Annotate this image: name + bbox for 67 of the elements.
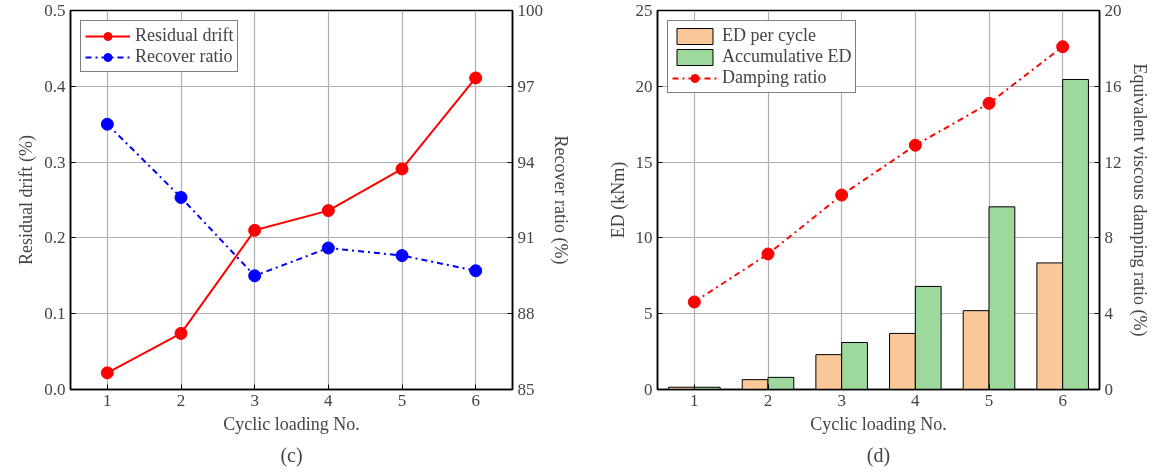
point (687, 295, 701, 309)
x-tick-label: 6 (1058, 390, 1067, 410)
point (982, 96, 996, 110)
y-tick-label: 0.2 (44, 228, 66, 248)
point (321, 204, 335, 218)
y-tick-label: 20 (635, 76, 653, 96)
y-tick-label: 0.1 (44, 304, 66, 324)
point (174, 326, 188, 340)
x-tick-label: 4 (911, 390, 921, 410)
y-tick-label: 0.0 (44, 380, 66, 399)
y2-tick-label: 0 (1104, 380, 1113, 399)
x-tick-label: 1 (103, 390, 112, 410)
x-axis-title: Cyclic loading No. (223, 413, 360, 434)
point (100, 117, 114, 131)
y-tick-label: 15 (635, 152, 653, 172)
legend-label: Accumulative ED (722, 46, 852, 67)
point (1056, 40, 1070, 54)
y-tick-label: 0.4 (44, 76, 66, 96)
y2-axis-title: Recover ratio (%) (550, 135, 571, 265)
y2-tick-label: 100 (517, 1, 543, 20)
x-tick-label: 6 (471, 390, 480, 410)
x-tick-label: 5 (984, 390, 994, 410)
y-tick-label: 0 (644, 380, 653, 399)
text: (d) (866, 443, 891, 467)
legend-label: Residual drift (135, 25, 234, 46)
legend-label: ED per cycle (722, 25, 816, 46)
point (761, 247, 775, 261)
y2-tick-label: 85 (517, 380, 535, 399)
x-tick-label: 2 (763, 390, 773, 410)
y2-tick-label: 16 (1104, 76, 1122, 96)
y-tick-label: 10 (635, 228, 653, 248)
x-tick-label: 3 (250, 390, 259, 410)
legend-label: Recover ratio (135, 46, 233, 67)
point (908, 138, 922, 152)
y-tick-label: 5 (644, 304, 653, 324)
y2-tick-label: 91 (517, 228, 535, 248)
point (248, 223, 262, 237)
y2-tick-label: 12 (1104, 152, 1122, 172)
x-tick-label: 4 (324, 390, 334, 410)
point (174, 190, 188, 204)
y2-tick-label: 8 (1104, 228, 1113, 248)
x-tick-label: 3 (837, 390, 846, 410)
y-tick-label: 0.3 (44, 152, 66, 172)
x-tick-label: 5 (397, 390, 407, 410)
point (248, 269, 262, 283)
point (100, 366, 114, 380)
y2-tick-label: 97 (517, 76, 535, 96)
y-axis-title: Residual drift (%) (16, 135, 38, 265)
point (835, 188, 849, 202)
point (395, 162, 409, 176)
point (469, 71, 483, 85)
point (469, 264, 483, 278)
x-axis-title: Cyclic loading No. (810, 413, 947, 434)
legend-label: Damping ratio (722, 67, 827, 88)
y2-tick-label: 4 (1104, 304, 1114, 324)
y2-tick-label: 88 (517, 304, 535, 324)
point (395, 249, 409, 263)
y-axis-title: ED (kNm) (607, 161, 629, 239)
x-tick-label: 1 (690, 390, 699, 410)
y-tick-label: 25 (635, 1, 653, 20)
x-tick-label: 2 (176, 390, 186, 410)
text: (c) (280, 443, 303, 467)
y2-axis-title: Equivalent viscous damping ratio (%) (1128, 63, 1150, 337)
point (321, 241, 335, 255)
y2-tick-label: 94 (517, 152, 535, 172)
y2-tick-label: 20 (1104, 1, 1122, 20)
y-tick-label: 0.5 (44, 1, 66, 20)
